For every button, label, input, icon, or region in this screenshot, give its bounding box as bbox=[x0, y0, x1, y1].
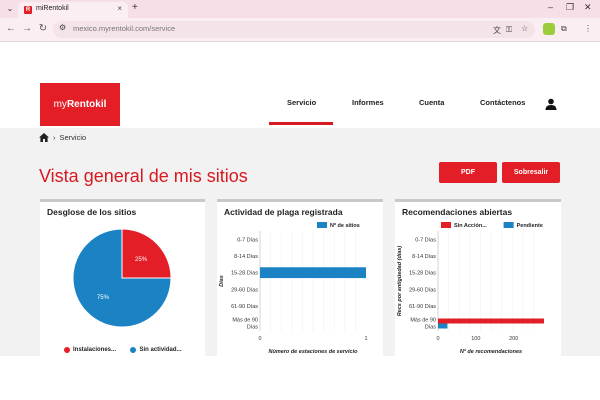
y-tick-label: 61-90 Días bbox=[231, 304, 258, 310]
legend-label: Nº de sitios bbox=[330, 223, 360, 229]
x-axis-title: Número de estaciones de servicio bbox=[269, 349, 359, 355]
open-recommendations-bar-chart: 0-7 Días 8-14 Días 15-28 Días 29-60 Días 61-… bbox=[397, 222, 544, 355]
active-nav-indicator bbox=[269, 122, 333, 125]
new-tab-button[interactable]: + bbox=[132, 2, 138, 13]
home-icon[interactable] bbox=[39, 133, 49, 142]
legend-item-instalaciones[interactable]: Instalaciones... bbox=[64, 341, 116, 358]
pdf-button[interactable]: PDF bbox=[439, 162, 497, 183]
legend-swatch bbox=[441, 222, 451, 228]
legend-label: Pendiente bbox=[517, 223, 543, 229]
y-tick-label: 15-28 Días bbox=[231, 271, 258, 277]
pie-value-label: 25% bbox=[135, 257, 148, 263]
url-text: mexico.myrentokil.com/service bbox=[73, 24, 176, 33]
breadcrumb: › Servicio bbox=[39, 133, 86, 142]
bar bbox=[260, 267, 366, 279]
y-tick-label: 61-90 Días bbox=[409, 304, 436, 310]
card-title: Recomendaciones abiertas bbox=[402, 207, 513, 217]
y-axis-title: Recs por antigüedad (días) bbox=[397, 246, 403, 317]
y-tick-label: 8-14 Días bbox=[412, 254, 436, 260]
pest-activity-card: Actividad de plaga registrada 0-7 Días 8-… bbox=[217, 199, 383, 356]
site-header: myRentokil Servicio Informes Cuenta Cont… bbox=[0, 43, 600, 128]
user-account-icon[interactable] bbox=[545, 98, 557, 110]
pie-slice bbox=[121, 228, 172, 279]
y-tick-label: 8-14 Días bbox=[234, 254, 258, 260]
legend-item-sin-actividad[interactable]: Sin actividad... bbox=[130, 341, 182, 358]
pie-value-label: 75% bbox=[97, 295, 110, 301]
browser-toolbar: ← → ↻ ⚙ mexico.myrentokil.com/service ⽂ … bbox=[0, 18, 600, 42]
y-tick-label: Días bbox=[425, 325, 437, 331]
page-footer-area bbox=[0, 356, 600, 400]
y-tick-label: 29-60 Días bbox=[409, 287, 436, 293]
y-tick-label: 0-7 Días bbox=[415, 237, 436, 243]
menu-kebab-icon[interactable]: ⋮ bbox=[584, 24, 592, 33]
bookmark-star-icon[interactable]: ☆ bbox=[521, 24, 529, 33]
x-tick-label: 0 bbox=[258, 336, 261, 342]
excel-export-button[interactable]: Sobresalir bbox=[502, 162, 560, 183]
y-tick-label: 15-28 Días bbox=[409, 271, 436, 277]
card-title: Desglose de los sitios bbox=[47, 207, 137, 217]
x-tick-label: 200 bbox=[509, 336, 518, 342]
y-axis-title: Días bbox=[219, 275, 225, 287]
forward-icon[interactable]: → bbox=[22, 23, 32, 34]
nav-informes[interactable]: Informes bbox=[352, 98, 384, 107]
browser-tab[interactable]: R miRentokil × bbox=[18, 2, 128, 18]
breadcrumb-chevron-icon: › bbox=[53, 133, 56, 142]
address-bar[interactable]: ⚙ mexico.myrentokil.com/service ⽂ ⚿ ☆ bbox=[53, 21, 535, 38]
rentokil-favicon: R bbox=[24, 6, 32, 14]
legend-swatch bbox=[317, 222, 327, 228]
nav-contactenos[interactable]: Contáctenos bbox=[480, 98, 526, 107]
reload-icon[interactable]: ↻ bbox=[38, 23, 48, 34]
card-title: Actividad de plaga registrada bbox=[224, 207, 343, 217]
close-window-icon[interactable]: ✕ bbox=[584, 2, 592, 12]
restore-icon[interactable]: ❐ bbox=[566, 2, 575, 12]
bar bbox=[438, 323, 448, 329]
y-tick-label: Días bbox=[247, 325, 259, 331]
bar bbox=[438, 318, 544, 324]
y-tick-label: 0-7 Días bbox=[237, 237, 258, 243]
translate-icon[interactable]: ⽂ bbox=[493, 26, 501, 35]
x-tick-label: 0 bbox=[436, 336, 439, 342]
back-icon[interactable]: ← bbox=[6, 23, 16, 34]
browser-tab-strip: ⌄ R miRentokil × + – ❐ ✕ bbox=[0, 0, 600, 18]
pest-activity-bar-chart: 0-7 Días 8-14 Días 15-28 Días 29-60 Días 61-… bbox=[219, 222, 368, 355]
y-tick-label: 29-60 Días bbox=[231, 287, 258, 293]
close-tab-icon[interactable]: × bbox=[117, 4, 122, 13]
password-key-icon[interactable]: ⚿ bbox=[506, 25, 513, 34]
tab-search-chevron-icon[interactable]: ⌄ bbox=[6, 4, 14, 13]
site-breakdown-card: Desglose de los sitios 25% 75% Instalacio… bbox=[40, 199, 205, 356]
pie-legend: Instalaciones... Sin actividad... bbox=[64, 341, 182, 359]
site-info-icon[interactable]: ⚙ bbox=[59, 23, 67, 32]
nav-servicio[interactable]: Servicio bbox=[287, 98, 317, 107]
x-axis-title: Nº de recomendaciones bbox=[460, 348, 522, 355]
x-tick-label: 100 bbox=[471, 336, 480, 342]
y-tick-label: Más de 90 bbox=[232, 318, 258, 324]
site-breakdown-pie-chart: 25% 75% bbox=[72, 228, 172, 328]
y-tick-label: Más de 90 bbox=[410, 318, 436, 324]
open-recommendations-card: Recomendaciones abiertas 0-7 Días 8-14 Dí… bbox=[395, 199, 561, 356]
minimize-icon[interactable]: – bbox=[548, 2, 554, 12]
nav-cuenta[interactable]: Cuenta bbox=[419, 98, 445, 107]
extension-icon[interactable] bbox=[543, 23, 555, 35]
page-title: Vista general de mis sitios bbox=[39, 166, 248, 186]
pie-slice bbox=[72, 228, 172, 328]
tab-title: miRentokil bbox=[36, 5, 69, 12]
service-overview-page: › Servicio Vista general de mis sitios P… bbox=[0, 128, 600, 356]
breadcrumb-current: Servicio bbox=[59, 133, 87, 142]
extensions-puzzle-icon[interactable]: ⧉ bbox=[561, 24, 567, 33]
x-tick-label: 1 bbox=[364, 336, 367, 342]
legend-label: Sin Acción... bbox=[454, 223, 487, 229]
legend-swatch bbox=[503, 222, 514, 228]
myrentokil-logo[interactable]: myRentokil bbox=[40, 83, 120, 126]
